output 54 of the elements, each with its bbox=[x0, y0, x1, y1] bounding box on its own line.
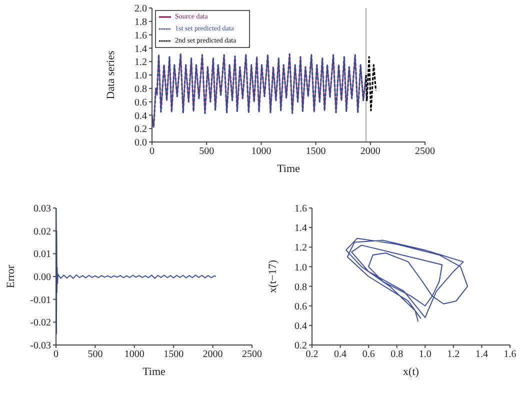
y-tick-label: 0.6 bbox=[294, 301, 307, 312]
line-series bbox=[365, 56, 377, 112]
x-tick-label: 0.8 bbox=[390, 349, 404, 360]
y-tick-label: 0.8 bbox=[134, 84, 147, 95]
y-tick-label: 0.4 bbox=[294, 320, 307, 332]
y-tick-label: 1.2 bbox=[134, 57, 147, 68]
y-tick-label: 0.00 bbox=[34, 272, 51, 284]
x-tick-label: 1.2 bbox=[447, 349, 460, 360]
y-tick-label: 0.2 bbox=[294, 340, 307, 352]
y-tick-label: 1.4 bbox=[294, 223, 307, 234]
y-tick-label: 1.0 bbox=[294, 262, 307, 274]
line-series bbox=[345, 238, 468, 322]
y-tick-label: 2.0 bbox=[134, 4, 147, 15]
x-tick-label: 2500 bbox=[415, 146, 435, 158]
x-tick-label: 1.6 bbox=[504, 349, 516, 360]
x-tick-label: 2000 bbox=[202, 349, 223, 360]
x-tick-label: 0.6 bbox=[362, 349, 375, 360]
x-tick-label: 1.0 bbox=[418, 349, 432, 360]
y-tick-label: -0.03 bbox=[30, 340, 51, 352]
y-axis-title: Data series bbox=[104, 50, 117, 100]
y-tick-label: 0.4 bbox=[134, 110, 147, 122]
y-tick-label: 1.2 bbox=[294, 242, 307, 254]
x-tick-label: 2000 bbox=[360, 146, 380, 158]
y-tick-label: 0.01 bbox=[34, 249, 51, 260]
y-tick-label: 0.03 bbox=[34, 204, 51, 215]
y-axis-title: x(t−17) bbox=[266, 260, 279, 294]
x-tick-label: 1.4 bbox=[475, 349, 488, 360]
y-tick-label: 0.8 bbox=[294, 282, 307, 293]
x-tick-label: 2500 bbox=[242, 349, 262, 360]
y-axis-title: Error bbox=[4, 264, 17, 288]
x-tick-label: 1000 bbox=[124, 349, 144, 360]
x-axis-title: x(t) bbox=[403, 366, 420, 378]
y-tick-label: -0.01 bbox=[30, 294, 51, 306]
x-axis-title: Time bbox=[277, 163, 300, 175]
x-tick-label: 1500 bbox=[306, 146, 326, 158]
y-tick-label: 1.8 bbox=[134, 16, 147, 28]
x-tick-label: 0 bbox=[54, 349, 58, 360]
y-tick-label: 1.0 bbox=[134, 70, 147, 82]
x-tick-label: 500 bbox=[199, 146, 214, 158]
y-tick-label: -0.02 bbox=[30, 318, 51, 329]
y-tick-label: 0.0 bbox=[134, 138, 147, 149]
y-tick-label: 0.6 bbox=[134, 97, 147, 108]
x-tick-label: 500 bbox=[88, 349, 103, 360]
y-tick-label: 1.4 bbox=[134, 44, 147, 55]
x-tick-label: 1000 bbox=[251, 146, 272, 158]
y-tick-label: 1.6 bbox=[294, 204, 307, 215]
x-tick-label: 1500 bbox=[164, 349, 184, 360]
x-tick-label: 0 bbox=[150, 146, 154, 158]
y-tick-label: 0.2 bbox=[134, 124, 147, 136]
y-tick-label: 1.6 bbox=[134, 30, 147, 42]
x-tick-label: 0.2 bbox=[306, 349, 318, 360]
x-axis-title: Time bbox=[142, 366, 166, 378]
x-tick-label: 0.4 bbox=[334, 349, 347, 360]
y-tick-label: 0.02 bbox=[34, 226, 51, 238]
